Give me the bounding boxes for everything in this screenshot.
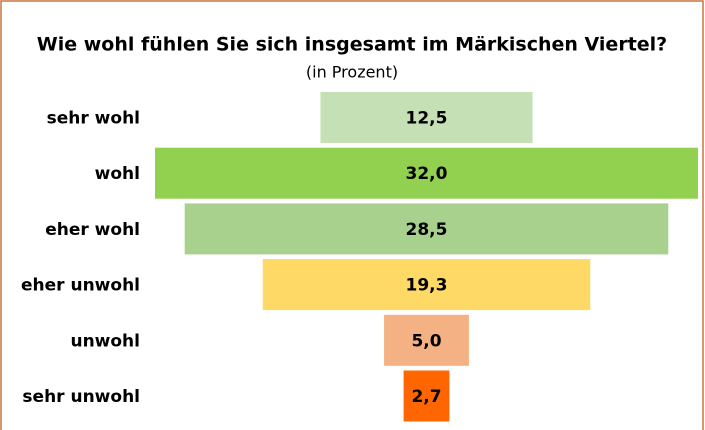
value-label: 12,5	[406, 109, 448, 129]
category-label: eher unwohl	[21, 276, 140, 296]
funnel-bar	[155, 147, 698, 199]
funnel-bar	[384, 314, 469, 366]
value-label: 2,7	[411, 387, 441, 407]
funnel-bar	[262, 259, 591, 311]
category-label: sehr wohl	[47, 109, 140, 129]
category-label: eher wohl	[45, 220, 140, 240]
category-label: unwohl	[70, 331, 140, 351]
value-label: 28,5	[406, 220, 448, 240]
value-label: 5,0	[411, 331, 441, 351]
funnel-bar	[403, 370, 450, 422]
value-label: 19,3	[406, 276, 448, 296]
funnel-bar	[320, 92, 533, 143]
value-label: 32,0	[406, 164, 448, 184]
funnel-bar	[184, 203, 669, 255]
category-label: wohl	[95, 164, 140, 184]
chart-title: Wie wohl fühlen Sie sich insgesamt im Mä…	[37, 34, 667, 56]
chart-subtitle: (in Prozent)	[306, 63, 398, 82]
category-label: sehr unwohl	[22, 387, 140, 407]
